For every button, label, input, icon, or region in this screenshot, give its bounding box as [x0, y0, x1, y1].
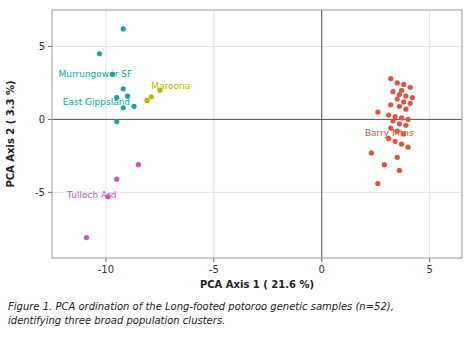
grid-line: [52, 46, 462, 47]
annotation: East Gippsland: [63, 97, 130, 107]
tick-label: 5: [39, 41, 45, 52]
annotation: Murrungower SF: [58, 69, 132, 79]
point: [388, 76, 393, 81]
annotation: Tulloch Ard: [66, 190, 116, 200]
x-axis-label: PCA Axis 1 ( 21.6 %): [200, 279, 314, 290]
point: [136, 162, 141, 167]
point: [403, 107, 408, 112]
point: [375, 181, 380, 186]
point: [408, 101, 413, 106]
zero-line: [321, 10, 322, 258]
plot-frame: [52, 10, 462, 258]
tick-label: 5: [426, 264, 432, 275]
point: [395, 155, 400, 160]
point: [369, 150, 374, 155]
tick-label: -5: [209, 264, 219, 275]
chart: -10 -5 0 5 -5 0 5 Barry Mtns East Gippsland Maroo…: [0, 0, 474, 346]
tick-label: -5: [35, 187, 45, 198]
point: [84, 235, 89, 240]
point: [131, 104, 136, 109]
series: [84, 162, 141, 240]
caption: Figure 1. PCA ordination of the Long-foo…: [8, 301, 394, 312]
point: [395, 96, 400, 101]
point: [405, 117, 410, 122]
tick-mark: [48, 46, 52, 47]
point: [393, 139, 398, 144]
point: [401, 82, 406, 87]
point: [410, 95, 415, 100]
point: [114, 177, 119, 182]
grid-line: [321, 10, 322, 258]
point: [397, 168, 402, 173]
tick-mark: [48, 119, 52, 120]
point: [144, 98, 149, 103]
point: [397, 121, 402, 126]
point: [403, 93, 408, 98]
point: [121, 86, 126, 91]
point: [390, 118, 395, 123]
point: [390, 89, 395, 94]
tick-mark: [48, 192, 52, 193]
y-axis-label: PCA Axis 2 ( 3.3 %): [5, 80, 16, 187]
annotation: Barry Mtns: [365, 128, 414, 138]
caption: identifying three broad population clust…: [8, 315, 225, 326]
point: [386, 112, 391, 117]
point: [121, 26, 126, 31]
points: [84, 26, 415, 240]
point: [405, 145, 410, 150]
tick-label: -10: [98, 264, 114, 275]
grid-line: [429, 10, 430, 258]
plot-background: [52, 10, 462, 258]
tick-mark: [105, 258, 106, 262]
point: [399, 142, 404, 147]
point: [408, 85, 413, 90]
grid-line: [213, 10, 214, 258]
point: [399, 115, 404, 120]
point: [397, 104, 402, 109]
annotation: Maroona: [151, 81, 190, 91]
point: [114, 119, 119, 124]
point: [375, 110, 380, 115]
tick-mark: [321, 258, 322, 262]
tick-label: 0: [39, 114, 45, 125]
point: [401, 99, 406, 104]
point: [97, 51, 102, 56]
point: [388, 102, 393, 107]
tick-mark: [429, 258, 430, 262]
tick-mark: [213, 258, 214, 262]
grid-line: [105, 10, 106, 258]
point: [395, 80, 400, 85]
point: [382, 162, 387, 167]
point: [149, 94, 154, 99]
tick-label: 0: [319, 264, 325, 275]
